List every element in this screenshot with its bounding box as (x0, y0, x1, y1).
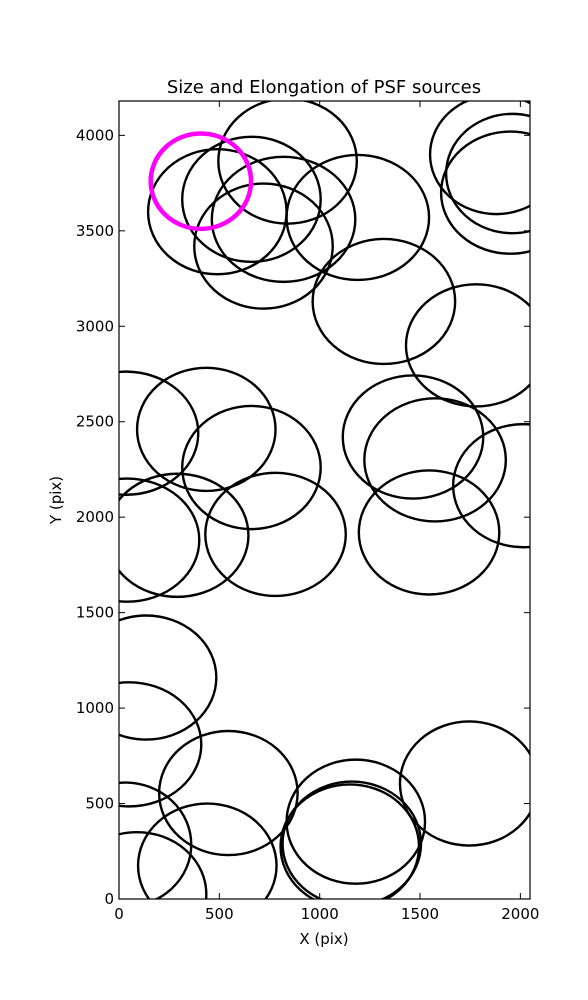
psf-source-ellipse (119, 472, 250, 599)
psf-source-ellipse (311, 237, 457, 366)
y-tick-label: 3500 (76, 222, 114, 240)
psf-source-ellipse (363, 397, 508, 523)
psf-source-ellipse (285, 758, 427, 885)
psf-source-ellipse (285, 153, 431, 282)
y-tick-label: 500 (85, 795, 114, 813)
psf-source-ellipse (157, 729, 299, 857)
psf-source-ellipse (279, 783, 421, 899)
psf-source-ellipse (281, 780, 423, 899)
psf-source-ellipse (428, 101, 530, 216)
psf-source-ellipse (119, 681, 203, 808)
ellipse-layer (119, 101, 530, 899)
psf-source-ellipse (341, 374, 485, 500)
psf-source-ellipse (204, 471, 347, 598)
axis-ticks: 0 500 1000 1500 2000 0 500 1000 1500 2000 2500 3000… (76, 101, 539, 923)
psf-source-ellipse (439, 130, 530, 255)
y-tick-label: 1500 (76, 604, 114, 622)
psf-source-ellipse (119, 614, 218, 741)
y-tick-label: 2000 (76, 508, 114, 526)
x-axis-label: X (pix) (299, 930, 348, 948)
x-tick-label: 0 (114, 905, 124, 923)
y-tick-label: 2500 (76, 413, 114, 431)
psf-source-ellipse (136, 802, 278, 899)
psf-source-ellipse (404, 283, 530, 408)
x-tick-label: 1500 (401, 905, 439, 923)
psf-source-ellipse (398, 720, 530, 847)
psf-source-ellipse (119, 781, 193, 899)
plot-frame (118, 100, 531, 900)
psf-source-ellipse (181, 404, 322, 531)
highlight-ellipse (148, 131, 254, 232)
psf-source-ellipse (119, 831, 208, 899)
x-tick-label: 500 (205, 905, 234, 923)
y-tick-label: 4000 (76, 126, 114, 144)
y-axis-label: Y (pix) (47, 476, 65, 525)
psf-source-ellipse (451, 422, 530, 549)
psf-source-ellipse (193, 182, 334, 310)
psf-source-ellipse (135, 366, 277, 493)
y-tick-label: 3000 (76, 317, 114, 335)
psf-source-ellipse (357, 469, 501, 596)
psf-source-ellipse (146, 148, 288, 276)
x-tick-label: 2000 (501, 905, 539, 923)
psf-source-ellipse (210, 155, 357, 284)
x-tick-label: 1000 (301, 905, 339, 923)
psf-source-ellipse (119, 370, 200, 496)
psf-source-ellipse (181, 135, 322, 264)
psf-source-ellipse (119, 477, 201, 603)
y-tick-label: 1000 (76, 699, 114, 717)
psf-source-ellipse (444, 112, 530, 235)
chart-title: Size and Elongation of PSF sources (167, 77, 481, 98)
y-tick-label: 0 (104, 890, 114, 908)
